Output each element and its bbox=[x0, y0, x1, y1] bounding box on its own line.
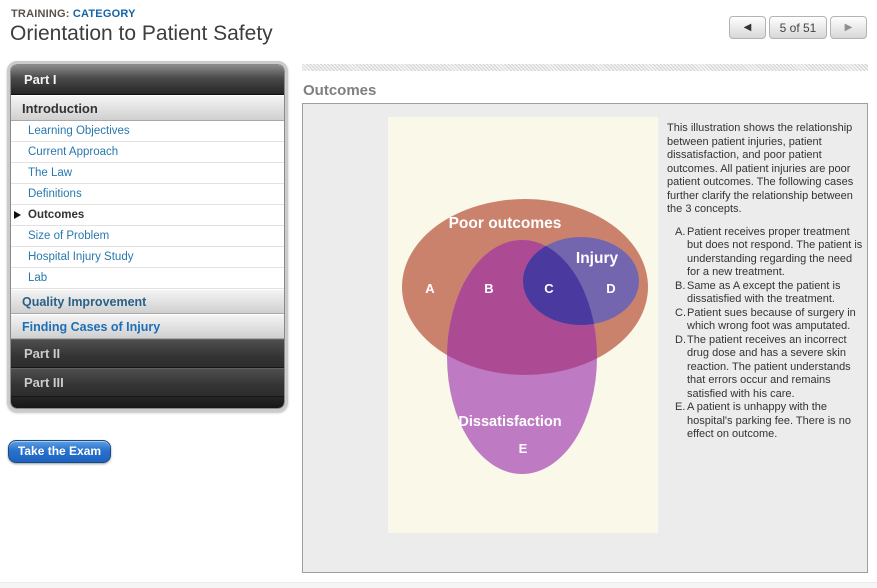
slide-heading: Outcomes bbox=[303, 82, 377, 99]
case-row-a: A. Patient receives proper treatment but… bbox=[667, 226, 863, 280]
sidebar-footer-cap bbox=[11, 397, 284, 408]
case-letter: B. bbox=[675, 279, 686, 292]
venn-letter-a: A bbox=[425, 281, 435, 296]
case-text: The patient receives an incorrect drug d… bbox=[687, 333, 851, 400]
take-exam-button[interactable]: Take the Exam bbox=[8, 440, 111, 463]
sidebar-item-outcomes[interactable]: Outcomes bbox=[11, 205, 284, 226]
venn-label-dissatisfaction: Dissatisfaction bbox=[458, 414, 561, 430]
arrow-left-icon: ◀ bbox=[743, 21, 752, 33]
training-label: TRAINING: bbox=[11, 8, 70, 20]
venn-letter-e: E bbox=[519, 441, 528, 456]
prev-page-button[interactable]: ◀ bbox=[729, 16, 766, 39]
sidebar-item-size-of-problem[interactable]: Size of Problem bbox=[11, 226, 284, 247]
page-title: Orientation to Patient Safety bbox=[10, 22, 273, 45]
sidebar-item-current-approach[interactable]: Current Approach bbox=[11, 142, 284, 163]
venn-injury-dissat-overlap bbox=[523, 240, 597, 325]
sidebar-item-definitions[interactable]: Definitions bbox=[11, 184, 284, 205]
case-letter: A. bbox=[675, 225, 686, 238]
sidebar-item-hospital-injury-study[interactable]: Hospital Injury Study bbox=[11, 247, 284, 268]
sidebar-item-lab[interactable]: Lab bbox=[11, 268, 284, 289]
case-row-b: B. Same as A except the patient is dissa… bbox=[667, 280, 863, 307]
sidebar-header-part-1[interactable]: Part I bbox=[11, 65, 284, 95]
venn-label-injury: Injury bbox=[576, 250, 619, 267]
venn-letter-d: D bbox=[606, 281, 615, 296]
case-text: A patient is unhappy with the hospital's… bbox=[687, 401, 851, 440]
case-text: Patient receives proper treatment but do… bbox=[687, 225, 863, 279]
case-letter: C. bbox=[675, 306, 686, 319]
pager: ◀ 5 of 51 ▶ bbox=[729, 16, 867, 39]
sidebar-header-part-3[interactable]: Part III bbox=[11, 368, 284, 397]
sidebar-header-part-2[interactable]: Part II bbox=[11, 339, 284, 368]
arrow-right-icon: ▶ bbox=[844, 21, 853, 33]
venn-letter-c: C bbox=[544, 281, 554, 296]
sidebar-item-the-law[interactable]: The Law bbox=[11, 163, 284, 184]
venn-label-poor-outcomes: Poor outcomes bbox=[449, 215, 562, 232]
explanation-column: This illustration shows the relationship… bbox=[667, 122, 863, 442]
case-text: Patient sues because of surgery in which… bbox=[687, 306, 856, 333]
course-navigation-sidebar: Part I Introduction Learning Objectives … bbox=[7, 61, 288, 412]
venn-diagram: Poor outcomes Injury Dissatisfaction A B… bbox=[388, 117, 658, 533]
next-page-button[interactable]: ▶ bbox=[830, 16, 867, 39]
category-link[interactable]: CATEGORY bbox=[72, 8, 136, 20]
venn-letter-b: B bbox=[484, 281, 493, 296]
sidebar-item-label: Outcomes bbox=[28, 209, 85, 221]
slide-content-box: Poor outcomes Injury Dissatisfaction A B… bbox=[302, 103, 868, 573]
page-indicator: 5 of 51 bbox=[769, 16, 827, 39]
case-list: A. Patient receives proper treatment but… bbox=[667, 226, 863, 442]
sidebar-section-introduction[interactable]: Introduction bbox=[11, 95, 284, 121]
case-row-c: C. Patient sues because of surgery in wh… bbox=[667, 307, 863, 334]
case-row-e: E. A patient is unhappy with the hospita… bbox=[667, 401, 863, 442]
current-page-arrow-icon bbox=[14, 211, 21, 219]
sidebar-section-quality-improvement[interactable]: Quality Improvement bbox=[11, 289, 284, 314]
hatched-divider bbox=[302, 64, 868, 71]
bottom-strip bbox=[0, 582, 877, 588]
sidebar-section-finding-cases-of-injury[interactable]: Finding Cases of Injury bbox=[11, 314, 284, 339]
case-letter: E. bbox=[675, 401, 686, 413]
case-letter: D. bbox=[675, 333, 686, 346]
sidebar-item-learning-objectives[interactable]: Learning Objectives bbox=[11, 121, 284, 142]
illustration-description: This illustration shows the relationship… bbox=[667, 122, 854, 215]
case-text: Same as A except the patient is dissatis… bbox=[687, 279, 841, 306]
breadcrumb: TRAINING: CATEGORY bbox=[11, 8, 136, 20]
case-row-d: D. The patient receives an incorrect dru… bbox=[667, 334, 863, 402]
